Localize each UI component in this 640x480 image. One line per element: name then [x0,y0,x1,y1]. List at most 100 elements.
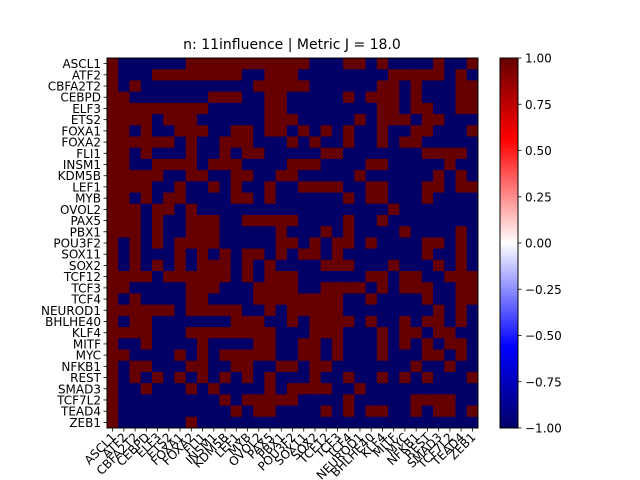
y-tick-label: INSM1 [63,158,101,172]
heatmap-cell [343,214,355,227]
heatmap-cell [219,192,232,205]
heatmap-cell [264,214,277,227]
heatmap-cell [320,293,333,306]
heatmap-cell [376,259,389,272]
heatmap-cell [410,58,423,70]
y-tick-label: CBFA2T2 [48,80,101,94]
heatmap-cell [107,282,119,294]
heatmap-cell [343,203,355,216]
heatmap-cell [286,136,299,149]
heatmap-cell [208,158,220,171]
heatmap-cell [466,69,479,81]
heatmap-cell [208,327,220,339]
heatmap-cell [320,383,333,395]
heatmap-cell [264,158,277,171]
heatmap-cell [107,181,119,193]
heatmap-cell [230,338,243,350]
heatmap-cell [388,58,400,70]
heatmap-cell [275,69,288,81]
heatmap-cell [219,214,232,227]
heatmap-cell [241,416,254,429]
x-axis: ASCL1ATF2CBFA2T2CEBPDELF3ETS2FOXA1FOXA2F… [82,428,479,480]
heatmap-cell [219,259,232,272]
heatmap-cell [107,214,119,227]
y-tick-label: SOX2 [69,259,101,273]
heatmap-cell [264,237,277,249]
heatmap-cell [365,203,378,216]
heatmap-cell [444,237,456,249]
heatmap-cell [151,315,164,328]
heatmap-cell [275,170,288,182]
heatmap-cell [129,416,142,429]
heatmap-cell [174,69,187,81]
heatmap-cell [466,304,479,317]
heatmap-cell [118,282,130,294]
heatmap-cell [388,91,400,104]
heatmap-cell [320,416,333,429]
heatmap-cell [455,394,468,406]
heatmap-cell [298,315,310,328]
heatmap-cell [354,338,366,350]
heatmap-cell [208,338,220,350]
heatmap-cell [196,158,209,171]
heatmap-cell [354,58,366,70]
heatmap-cell [388,158,400,171]
heatmap-cell [185,136,198,149]
heatmap-cell [264,136,277,149]
heatmap-cell [343,271,355,283]
heatmap-cell [163,271,175,283]
heatmap-cell [444,259,456,272]
heatmap-cell [444,327,456,339]
heatmap-cell [444,226,456,238]
heatmap-cell [444,69,456,81]
heatmap-cell [399,58,411,70]
heatmap-cell [219,394,232,406]
heatmap-cell [298,371,310,384]
heatmap-cell [466,293,479,306]
heatmap-cell [399,80,411,93]
heatmap-cell [388,271,400,283]
heatmap-cell [163,158,175,171]
heatmap-cell [298,192,310,205]
heatmap-cell [264,181,277,193]
heatmap-cell [444,315,456,328]
heatmap-cell [163,349,175,362]
heatmap-cell [410,315,423,328]
heatmap-cell [264,338,277,350]
heatmap-cell [331,248,344,261]
heatmap-cell [163,248,175,261]
heatmap-cell [253,91,265,104]
heatmap-cell [253,360,265,373]
heatmap-cell [466,80,479,93]
heatmap-cell [241,282,254,294]
heatmap-cell [151,304,164,317]
heatmap-cell [219,315,232,328]
heatmap-cell [286,192,299,205]
heatmap-cell [241,102,254,115]
heatmap-cell [174,80,187,93]
colorbar-tick-label: 0.00 [525,237,552,251]
heatmap-cell [163,338,175,350]
heatmap-cell [331,192,344,205]
heatmap-cell [365,248,378,261]
heatmap-cell [455,237,468,249]
heatmap-cell [275,416,288,429]
heatmap-cell [286,304,299,317]
heatmap-cell [365,147,378,160]
colorbar-tick-label: −1.00 [525,422,562,436]
heatmap-cell [444,91,456,104]
heatmap-cell [410,69,423,81]
heatmap-cell [331,293,344,306]
y-tick-label: KDM5B [58,169,101,183]
heatmap-cell [219,58,232,70]
heatmap-cell [219,416,232,429]
heatmap-cell [421,58,434,70]
heatmap-cell [196,360,209,373]
heatmap-cell [275,58,288,70]
heatmap-cell [208,304,220,317]
heatmap-cell [466,226,479,238]
heatmap-cell [107,349,119,362]
heatmap-cell [129,181,142,193]
heatmap-cell [253,327,265,339]
heatmap-cell [196,102,209,115]
